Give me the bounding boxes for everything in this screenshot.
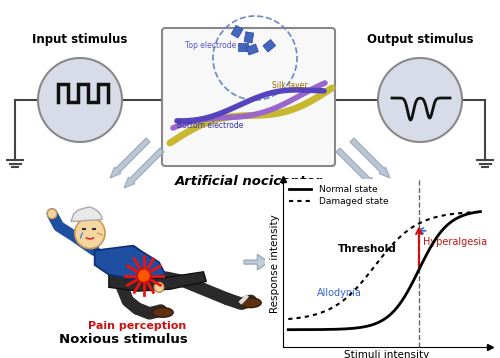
Bar: [263, 39, 276, 52]
Text: Nociceptive reactions: Nociceptive reactions: [309, 335, 471, 348]
Bar: [231, 25, 243, 38]
Bar: [238, 43, 248, 51]
Legend: Normal state, Damaged state: Normal state, Damaged state: [287, 184, 390, 208]
Text: Top electrode: Top electrode: [185, 42, 236, 50]
Ellipse shape: [75, 218, 105, 248]
Text: Allodynia: Allodynia: [317, 288, 362, 298]
Polygon shape: [244, 255, 269, 270]
Bar: [246, 44, 258, 55]
Ellipse shape: [152, 308, 173, 317]
FancyBboxPatch shape: [162, 28, 335, 166]
Text: Noxious stimulus: Noxious stimulus: [58, 333, 188, 346]
Text: Bottom electrode: Bottom electrode: [177, 121, 244, 130]
Polygon shape: [71, 207, 102, 222]
Text: Pain perception: Pain perception: [88, 321, 186, 331]
Text: Input stimulus: Input stimulus: [32, 33, 128, 46]
Polygon shape: [124, 148, 164, 188]
Text: Artificial nociceptor: Artificial nociceptor: [174, 175, 322, 188]
Polygon shape: [350, 138, 390, 178]
Circle shape: [38, 58, 122, 142]
Bar: [244, 32, 254, 43]
Polygon shape: [109, 272, 206, 291]
X-axis label: Stimuli intensity: Stimuli intensity: [344, 350, 429, 358]
Y-axis label: Response intensity: Response intensity: [270, 214, 280, 313]
Text: Silk layer: Silk layer: [272, 82, 308, 91]
Circle shape: [48, 209, 57, 219]
Polygon shape: [94, 246, 166, 280]
Text: Hyperalgesia: Hyperalgesia: [423, 237, 487, 247]
Circle shape: [154, 282, 164, 292]
Text: Threshold: Threshold: [338, 244, 397, 254]
Polygon shape: [336, 148, 376, 188]
Ellipse shape: [240, 298, 261, 308]
Polygon shape: [110, 138, 150, 178]
Circle shape: [378, 58, 462, 142]
Text: Output stimulus: Output stimulus: [367, 33, 473, 46]
Circle shape: [137, 269, 150, 282]
